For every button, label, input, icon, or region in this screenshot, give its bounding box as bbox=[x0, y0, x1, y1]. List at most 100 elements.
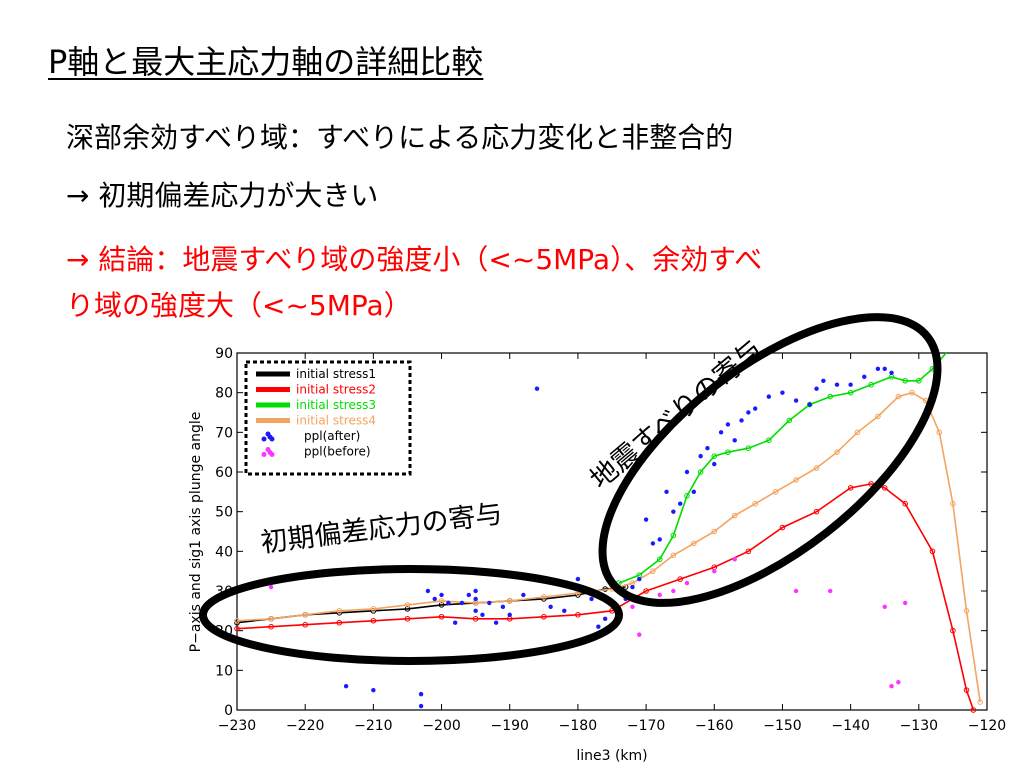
marker-initial-stress4 bbox=[670, 552, 677, 559]
marker-initial-stress3 bbox=[725, 449, 731, 455]
marker-initial-stress2 bbox=[950, 627, 956, 634]
point-ppl-before- bbox=[712, 568, 717, 574]
initial-stress-annotation: 初期偏差応力の寄与 bbox=[259, 499, 504, 559]
marker-initial-stress4 bbox=[609, 586, 615, 592]
y-tick-label: 70 bbox=[215, 425, 233, 441]
marker-initial-stress1 bbox=[602, 586, 608, 592]
y-tick-label: 90 bbox=[215, 346, 233, 362]
point-ppl-after- bbox=[452, 620, 458, 625]
legend-label: initial stress4 bbox=[296, 414, 376, 428]
marker-initial-stress2 bbox=[970, 707, 977, 713]
point-ppl-before- bbox=[684, 580, 690, 586]
marker-initial-stress1 bbox=[404, 606, 411, 612]
point-ppl-after- bbox=[677, 501, 683, 506]
legend-label: initial stress2 bbox=[296, 383, 376, 397]
point-ppl-after- bbox=[746, 410, 751, 415]
marker-initial-stress4 bbox=[895, 393, 902, 400]
point-ppl-before- bbox=[630, 604, 635, 610]
point-ppl-after- bbox=[487, 600, 492, 606]
point-ppl-after- bbox=[493, 620, 499, 625]
point-ppl-before- bbox=[657, 592, 662, 598]
marker-initial-stress3 bbox=[766, 437, 772, 444]
marker-initial-stress4 bbox=[936, 429, 943, 436]
marker-initial-stress4 bbox=[650, 568, 656, 574]
point-ppl-after- bbox=[684, 469, 690, 475]
point-ppl-after- bbox=[643, 517, 649, 522]
marker-initial-stress2 bbox=[881, 485, 888, 491]
point-ppl-after- bbox=[521, 592, 526, 598]
point-ppl-after- bbox=[766, 394, 772, 399]
marker-initial-stress2 bbox=[472, 615, 479, 622]
marker-initial-stress2 bbox=[643, 588, 649, 594]
marker-initial-stress3 bbox=[827, 393, 833, 400]
marker-initial-stress2 bbox=[575, 612, 581, 618]
point-ppl-after- bbox=[562, 608, 567, 614]
y-tick-label: 0 bbox=[224, 703, 233, 719]
plot-frame bbox=[236, 352, 988, 711]
x-tick-label: −190 bbox=[491, 718, 529, 734]
slide-title: P軸と最大主応力軸の詳細比較 bbox=[48, 43, 484, 81]
marker-initial-stress3 bbox=[616, 580, 622, 586]
y-tick-label: 10 bbox=[215, 663, 233, 679]
point-ppl-after- bbox=[807, 402, 812, 407]
marker-initial-stress3 bbox=[697, 469, 704, 475]
point-ppl-before- bbox=[827, 588, 833, 594]
marker-initial-stress4 bbox=[370, 606, 377, 612]
marker-initial-stress4 bbox=[950, 500, 956, 507]
marker-initial-stress2 bbox=[779, 524, 786, 531]
x-tick-label: −200 bbox=[422, 718, 460, 734]
marker-initial-stress4 bbox=[854, 429, 861, 436]
x-tick-label: −220 bbox=[286, 718, 324, 734]
point-ppl-after- bbox=[657, 537, 662, 542]
bullet-1: 深部余効すべり域：すべりによる応力変化と非整合的 bbox=[66, 121, 734, 154]
x-tick-label: −140 bbox=[831, 718, 869, 734]
marker-initial-stress1 bbox=[541, 596, 547, 602]
marker-initial-stress3 bbox=[888, 374, 895, 380]
point-ppl-after- bbox=[834, 382, 840, 387]
point-ppl-after- bbox=[466, 592, 472, 598]
point-ppl-after- bbox=[848, 382, 853, 387]
point-ppl-before- bbox=[671, 588, 676, 594]
line-initial-stress2 bbox=[236, 483, 975, 711]
legend-frame bbox=[244, 360, 412, 476]
marker-initial-stress4 bbox=[506, 598, 513, 604]
marker-initial-stress4 bbox=[963, 608, 970, 614]
marker-initial-stress3 bbox=[684, 493, 690, 499]
point-ppl-after- bbox=[418, 691, 424, 697]
point-ppl-after- bbox=[739, 418, 744, 423]
point-ppl-after- bbox=[534, 386, 540, 391]
y-tick-label: 30 bbox=[215, 584, 233, 600]
marker-initial-stress4 bbox=[772, 489, 779, 495]
point-ppl-after- bbox=[889, 370, 894, 376]
x-tick-label: −230 bbox=[218, 718, 256, 734]
point-ppl-after- bbox=[425, 588, 431, 594]
point-ppl-after- bbox=[589, 596, 594, 602]
marker-initial-stress4 bbox=[472, 600, 479, 606]
point-ppl-after- bbox=[418, 703, 424, 709]
marker-initial-stress1 bbox=[622, 584, 629, 590]
point-ppl-after- bbox=[432, 596, 437, 602]
bullet-2: → 初期偏差応力が大きい bbox=[66, 179, 379, 212]
marker-initial-stress2 bbox=[609, 608, 615, 614]
marker-initial-stress4 bbox=[438, 598, 445, 604]
y-tick-label: 50 bbox=[215, 505, 233, 521]
x-tick-label: −180 bbox=[559, 718, 597, 734]
point-ppl-after- bbox=[664, 489, 669, 495]
marker-initial-stress2 bbox=[868, 481, 874, 487]
point-ppl-after- bbox=[473, 608, 478, 614]
point-ppl-after- bbox=[596, 624, 601, 629]
marker-initial-stress4 bbox=[793, 477, 799, 483]
marker-initial-stress1 bbox=[336, 610, 343, 616]
point-ppl-before- bbox=[643, 600, 649, 606]
point-ppl-after- bbox=[616, 612, 622, 617]
x-tick-label: −150 bbox=[763, 718, 801, 734]
point-ppl-after- bbox=[548, 604, 553, 610]
legend-label: initial stress3 bbox=[296, 398, 376, 412]
marker-initial-stress1 bbox=[575, 592, 581, 598]
point-ppl-after- bbox=[698, 453, 703, 459]
line-initial-stress3 bbox=[618, 352, 947, 584]
y-tick-label: 60 bbox=[215, 465, 233, 481]
x-tick-label: −120 bbox=[968, 718, 1006, 734]
legend-marker bbox=[261, 447, 275, 457]
